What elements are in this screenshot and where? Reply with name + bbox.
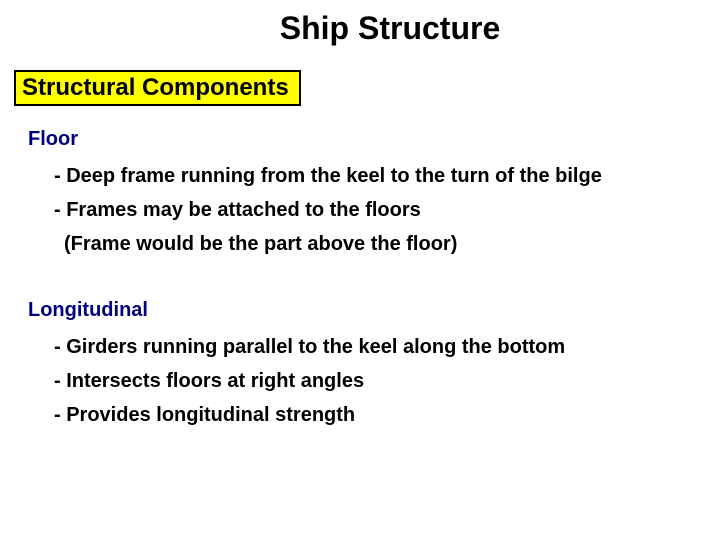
- section-heading-box: Structural Components: [14, 70, 301, 106]
- note: (Frame would be the part above the floor…: [64, 231, 688, 257]
- bullet: - Girders running parallel to the keel a…: [54, 334, 688, 360]
- bullet: - Frames may be attached to the floors: [54, 197, 688, 223]
- term-longitudinal: Longitudinal: [28, 299, 688, 322]
- section-heading: Structural Components: [22, 74, 289, 101]
- slide-title: Ship Structure: [60, 0, 720, 47]
- block-floor: Floor - Deep frame running from the keel…: [28, 128, 688, 257]
- content-area: Floor - Deep frame running from the keel…: [28, 128, 688, 436]
- block-longitudinal: Longitudinal - Girders running parallel …: [28, 299, 688, 428]
- bullet: - Intersects floors at right angles: [54, 368, 688, 394]
- term-floor: Floor: [28, 128, 688, 151]
- bullet: - Provides longitudinal strength: [54, 402, 688, 428]
- bullet: - Deep frame running from the keel to th…: [54, 163, 688, 189]
